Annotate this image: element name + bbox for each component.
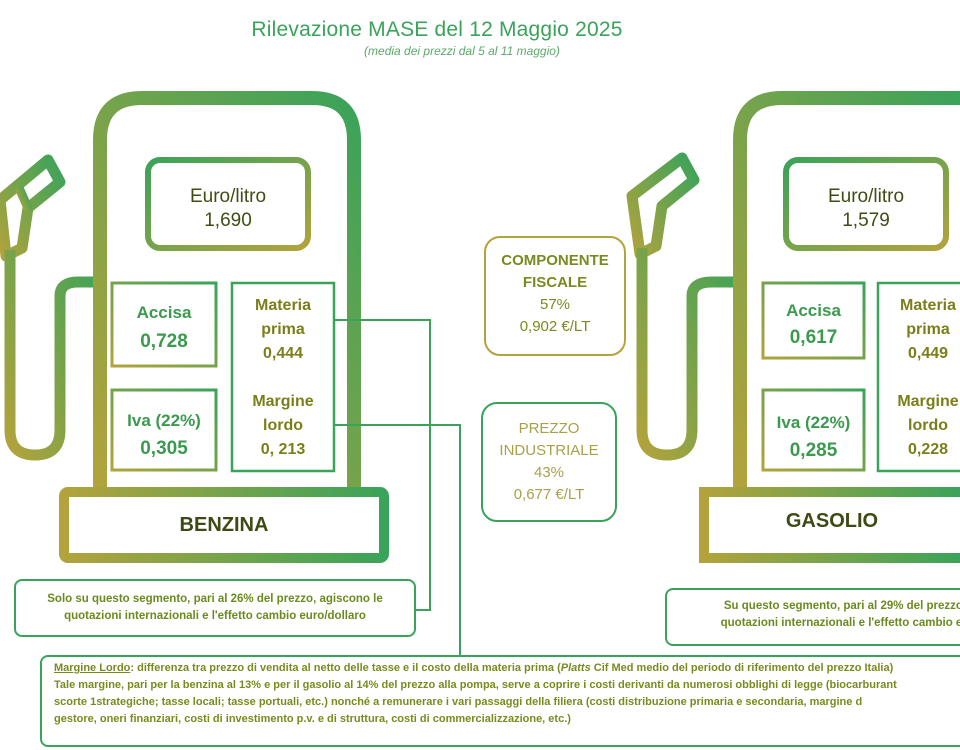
- componente-fiscale-box: COMPONENTE FISCALE 57% 0,902 €/LT: [484, 236, 626, 356]
- benzina-euro-label: Euro/litro: [189, 186, 267, 207]
- margine-lordo-footnote: Margine Lordo: differenza tra prezzo di …: [40, 655, 960, 747]
- footnote-line-1-b: Cif Med medio del periodo di riferimento…: [590, 662, 894, 674]
- gasolio-iva-label: Iva (22%): [776, 413, 851, 432]
- gasolio-pump-icon: [626, 91, 960, 563]
- gasolio-accisa-cell: Accisa 0,617: [763, 298, 864, 350]
- componente-fiscale-percent: 57%: [539, 296, 571, 313]
- page-title: Rilevazione MASE del 12 Maggio 2025: [251, 18, 623, 41]
- footnote-line-3: scorte 1strategiche; tasse locali; tasse…: [54, 696, 863, 708]
- gasolio-margine-label-1: Margine: [897, 393, 959, 410]
- benzina-accisa-label: Accisa: [136, 303, 192, 322]
- benzina-materia-label-1: Materia: [254, 297, 312, 314]
- gasolio-note: Su questo segmento, pari al 29% del prez…: [665, 588, 960, 646]
- gasolio-iva-value: 0,285: [789, 440, 838, 461]
- benzina-iva-label: Iva (22%): [127, 411, 201, 430]
- footnote-line-4: gestore, oneri finanziari, costi di inve…: [54, 713, 571, 725]
- benzina-margine-cell: Margine lordo 0, 213: [232, 390, 334, 462]
- benzina-note-line-1: Solo su questo segmento, pari al 26% del…: [47, 593, 383, 605]
- gasolio-accisa-label: Accisa: [786, 301, 841, 320]
- gasolio-materia-cell: Materia prima 0,449: [880, 294, 960, 366]
- benzina-margine-label-1: Margine: [252, 393, 314, 410]
- gasolio-label: GASOLIO: [785, 510, 879, 532]
- page-subtitle: (media dei prezzi dal 5 al 11 maggio): [364, 44, 560, 58]
- footnote-term: Margine Lordo: [54, 662, 131, 674]
- prezzo-industriale-value: 0,677 €/LT: [513, 486, 585, 503]
- componente-fiscale-line-2: FISCALE: [522, 274, 588, 291]
- benzina-iva-value: 0,305: [140, 438, 188, 459]
- benzina-margine-value: 0, 213: [260, 441, 306, 458]
- gasolio-materia-label-1: Materia: [899, 297, 957, 314]
- benzina-materia-label-2: prima: [261, 321, 305, 338]
- benzina-accisa-value: 0,728: [140, 331, 188, 352]
- benzina-materia-cell: Materia prima 0,444: [232, 294, 334, 366]
- benzina-euro-value: 1,690: [204, 210, 252, 231]
- footnote-line-2: Tale margine, pari per la benzina al 13%…: [54, 679, 897, 691]
- gasolio-materia-label-2: prima: [906, 321, 950, 338]
- benzina-margine-label-2: lordo: [263, 417, 303, 434]
- benzina-materia-value: 0,444: [262, 345, 304, 362]
- gasolio-price-display: Euro/litro 1,579: [786, 186, 946, 232]
- benzina-price-display: Euro/litro 1,690: [148, 186, 308, 232]
- gasolio-margine-value: 0,228: [907, 441, 949, 458]
- footnote-platts: Platts: [560, 662, 591, 674]
- prezzo-industriale-percent: 43%: [533, 464, 565, 481]
- benzina-accisa-cell: Accisa 0,728: [112, 300, 216, 354]
- prezzo-industriale-line-2: INDUSTRIALE: [499, 442, 599, 459]
- gasolio-euro-label: Euro/litro: [827, 186, 905, 207]
- gasolio-iva-cell: Iva (22%) 0,285: [763, 410, 864, 463]
- gasolio-euro-value: 1,579: [842, 210, 890, 231]
- gasolio-accisa-value: 0,617: [789, 327, 838, 348]
- gasolio-note-line-1: Su questo segmento, pari al 29% del prez…: [723, 600, 960, 612]
- benzina-pump-icon: [0, 91, 389, 563]
- footnote-line-1-a: : differenza tra prezzo di vendita al ne…: [130, 662, 561, 674]
- gasolio-margine-label-2: lordo: [908, 417, 948, 434]
- prezzo-industriale-line-1: PREZZO: [518, 420, 580, 437]
- gasolio-note-line-2: quotazioni internazionali e l'effetto ca…: [720, 617, 960, 629]
- benzina-iva-cell: Iva (22%) 0,305: [112, 408, 216, 461]
- benzina-note: Solo su questo segmento, pari al 26% del…: [14, 579, 416, 637]
- benzina-label: BENZINA: [179, 514, 269, 536]
- gasolio-margine-cell: Margine lordo 0,228: [880, 390, 960, 462]
- componente-fiscale-value: 0,902 €/LT: [519, 318, 591, 335]
- componente-fiscale-line-1: COMPONENTE: [501, 252, 609, 269]
- benzina-note-line-2: quotazioni internazionali e l'effetto ca…: [64, 610, 366, 622]
- footnote-line-1: Margine Lordo: differenza tra prezzo di …: [54, 660, 960, 677]
- prezzo-industriale-box: PREZZO INDUSTRIALE 43% 0,677 €/LT: [481, 402, 617, 522]
- gasolio-materia-value: 0,449: [907, 345, 949, 362]
